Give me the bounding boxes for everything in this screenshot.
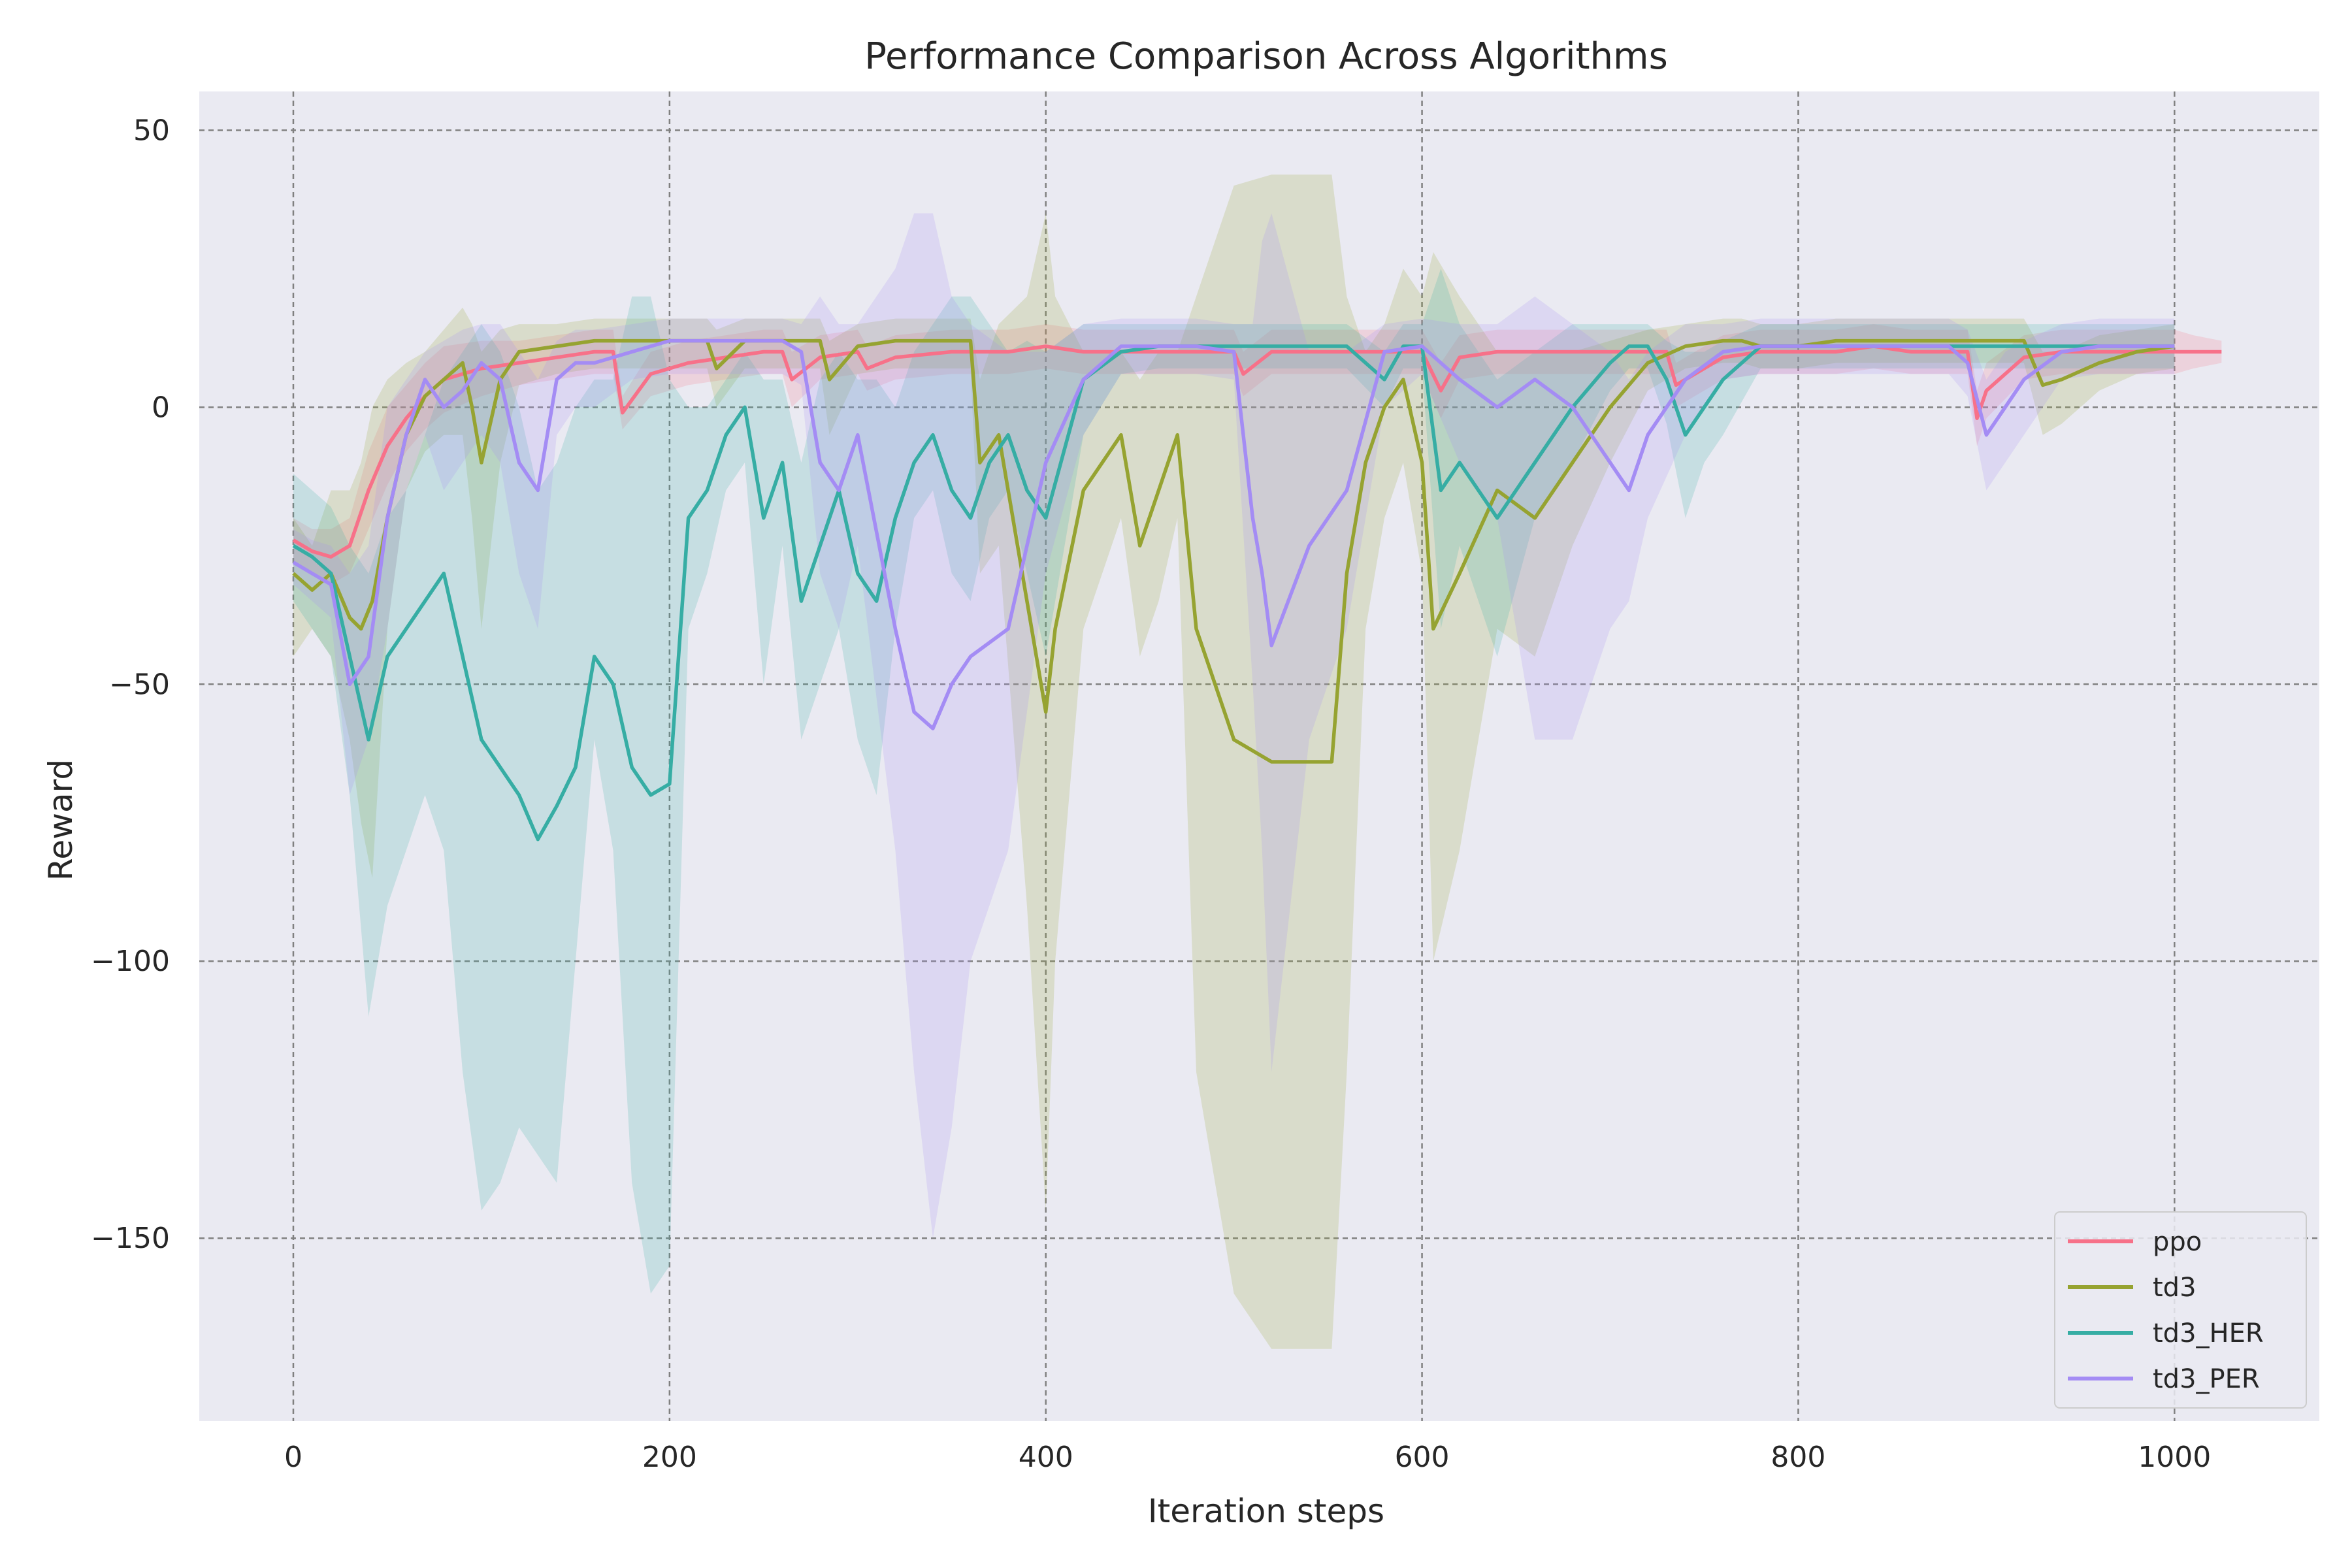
x-tick-label: 400: [1019, 1441, 1073, 1474]
y-axis-label: Reward: [42, 759, 80, 881]
band-td3: [293, 174, 2175, 1349]
legend-label-td3_HER: td3_HER: [2153, 1318, 2264, 1348]
legend-label-ppo: ppo: [2153, 1227, 2202, 1257]
legend-box: [2054, 1211, 2307, 1409]
x-axis-label: Iteration steps: [1148, 1492, 1384, 1530]
y-tick-label: −50: [109, 668, 170, 701]
legend-label-td3_PER: td3_PER: [2153, 1364, 2260, 1394]
y-tick-label: 50: [133, 114, 170, 147]
y-tick-label: −150: [91, 1222, 170, 1255]
series-lines: [292, 338, 2222, 841]
grid: [199, 91, 2319, 1421]
x-tick-label: 600: [1395, 1441, 1450, 1474]
x-tick-label: 200: [642, 1441, 697, 1474]
x-tick-label: 800: [1771, 1441, 1825, 1474]
band-td3_HER: [293, 269, 2175, 1294]
tick-labels: 0 200 400 600 800 1000 50 0 −50 −100 −150: [91, 114, 2211, 1474]
legend-label-td3: td3: [2153, 1273, 2197, 1303]
x-tick-label: 1000: [2138, 1441, 2211, 1474]
legend: ppo td3 td3_HER td3_PER: [2054, 1211, 2307, 1409]
y-tick-label: 0: [152, 391, 170, 424]
y-tick-label: −100: [91, 945, 170, 978]
line-td3_PER: [292, 338, 2175, 730]
line-td3_HER: [292, 344, 2175, 841]
chart-title: Performance Comparison Across Algorithms: [864, 35, 1668, 78]
x-tick-label: 0: [284, 1441, 302, 1474]
